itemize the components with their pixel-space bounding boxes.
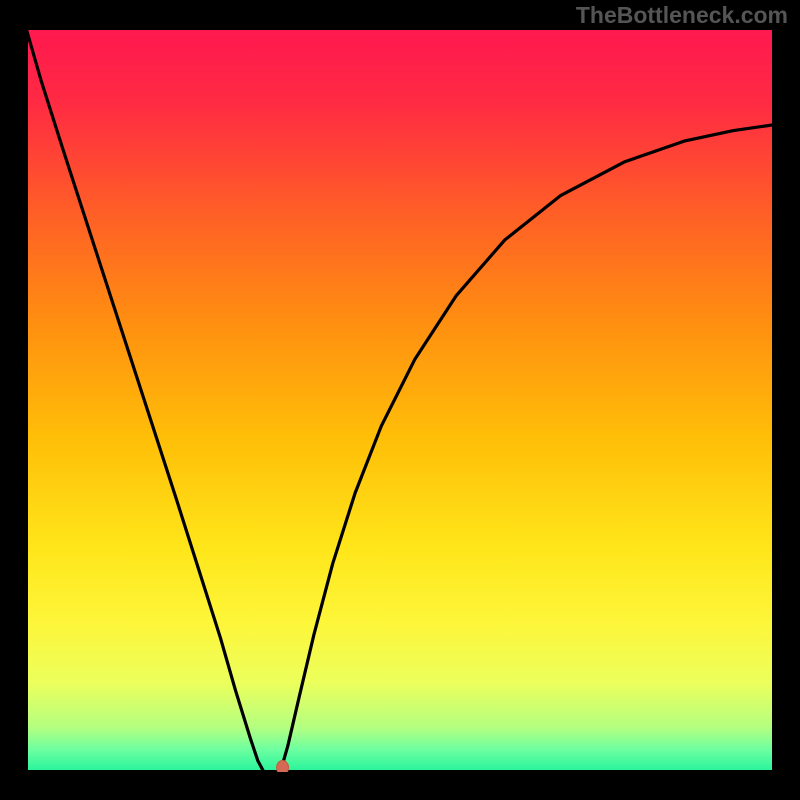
chart-container: TheBottleneck.com <box>0 0 800 800</box>
gradient-background <box>26 28 774 772</box>
bottleneck-chart <box>0 0 800 800</box>
